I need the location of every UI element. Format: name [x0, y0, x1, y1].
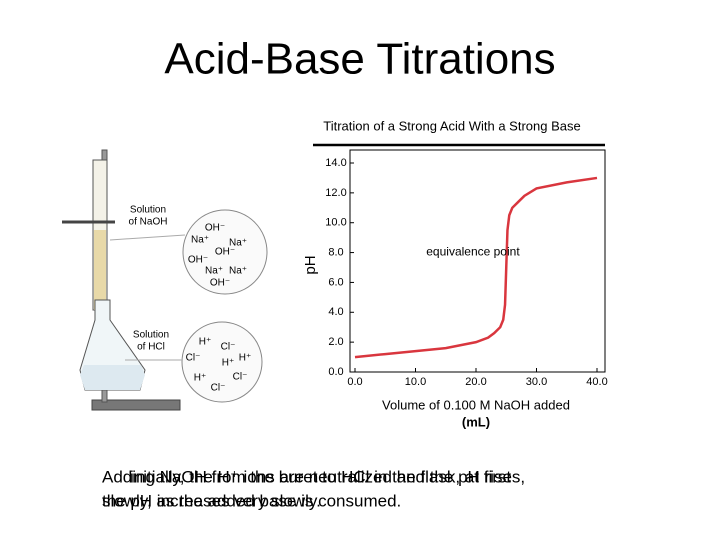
- apparatus: [62, 149, 268, 411]
- ion-label: H⁺: [239, 353, 252, 364]
- x-tick-label: 20.0: [465, 376, 486, 388]
- y-tick-label: 2.0: [328, 336, 343, 348]
- caption-b: initially, the H⁺ ions are neutralized a…: [130, 467, 525, 486]
- ion-label: Na⁺: [229, 266, 247, 277]
- slide-title: Acid-Base Titrations: [164, 35, 555, 84]
- y-tick-label: 4.0: [328, 306, 343, 318]
- y-tick-label: 14.0: [325, 157, 346, 169]
- y-tick-label: 10.0: [325, 217, 346, 229]
- ion-label: Na⁺: [191, 235, 209, 246]
- ion-label: Cl⁻: [186, 353, 201, 364]
- ion-label: OH⁻: [210, 278, 230, 289]
- x-tick-label: 30.0: [526, 376, 547, 388]
- x-axis-unit: (mL): [462, 414, 490, 429]
- ion-label: H⁺: [194, 373, 207, 384]
- ion-label: H⁺: [222, 358, 235, 369]
- ion-label: H⁺: [199, 337, 212, 348]
- flask-label: of HCl: [137, 342, 165, 353]
- ion-label: OH⁻: [188, 255, 208, 266]
- x-tick-label: 40.0: [586, 376, 607, 388]
- plot-frame: [349, 149, 606, 373]
- annotation: equivalence point: [426, 245, 520, 259]
- ion-label: OH⁻: [205, 223, 225, 234]
- buret-label: Solution: [130, 205, 166, 216]
- y-tick-label: 12.0: [325, 187, 346, 199]
- ion-label: Cl⁻: [211, 383, 226, 394]
- ion-label: OH⁻: [215, 247, 235, 258]
- flask-label: Solution: [133, 330, 169, 341]
- caption-a: the pH increases very slowly.: [102, 491, 321, 510]
- y-axis-label: pH: [302, 255, 319, 274]
- buret-label: of NaOH: [129, 217, 168, 228]
- y-tick-label: 8.0: [328, 246, 343, 258]
- ion-label: Na⁺: [229, 238, 247, 249]
- caption-b: slowly, as the added base is consumed.: [102, 491, 401, 510]
- caption-a: Adding NaOH from the buret to HCl in the…: [102, 467, 511, 486]
- y-tick-label: 0.0: [328, 366, 343, 378]
- x-tick-label: 0.0: [347, 376, 362, 388]
- ion-label: Cl⁻: [221, 342, 236, 353]
- ion-label: Cl⁻: [233, 372, 248, 383]
- x-tick-label: 10.0: [405, 376, 426, 388]
- titration-curve: [354, 176, 598, 359]
- y-tick-label: 6.0: [328, 276, 343, 288]
- chart-title: Titration of a Strong Acid With a Strong…: [323, 118, 580, 133]
- x-axis-label: Volume of 0.100 M NaOH added: [382, 397, 570, 412]
- ion-label: Na⁺: [205, 266, 223, 277]
